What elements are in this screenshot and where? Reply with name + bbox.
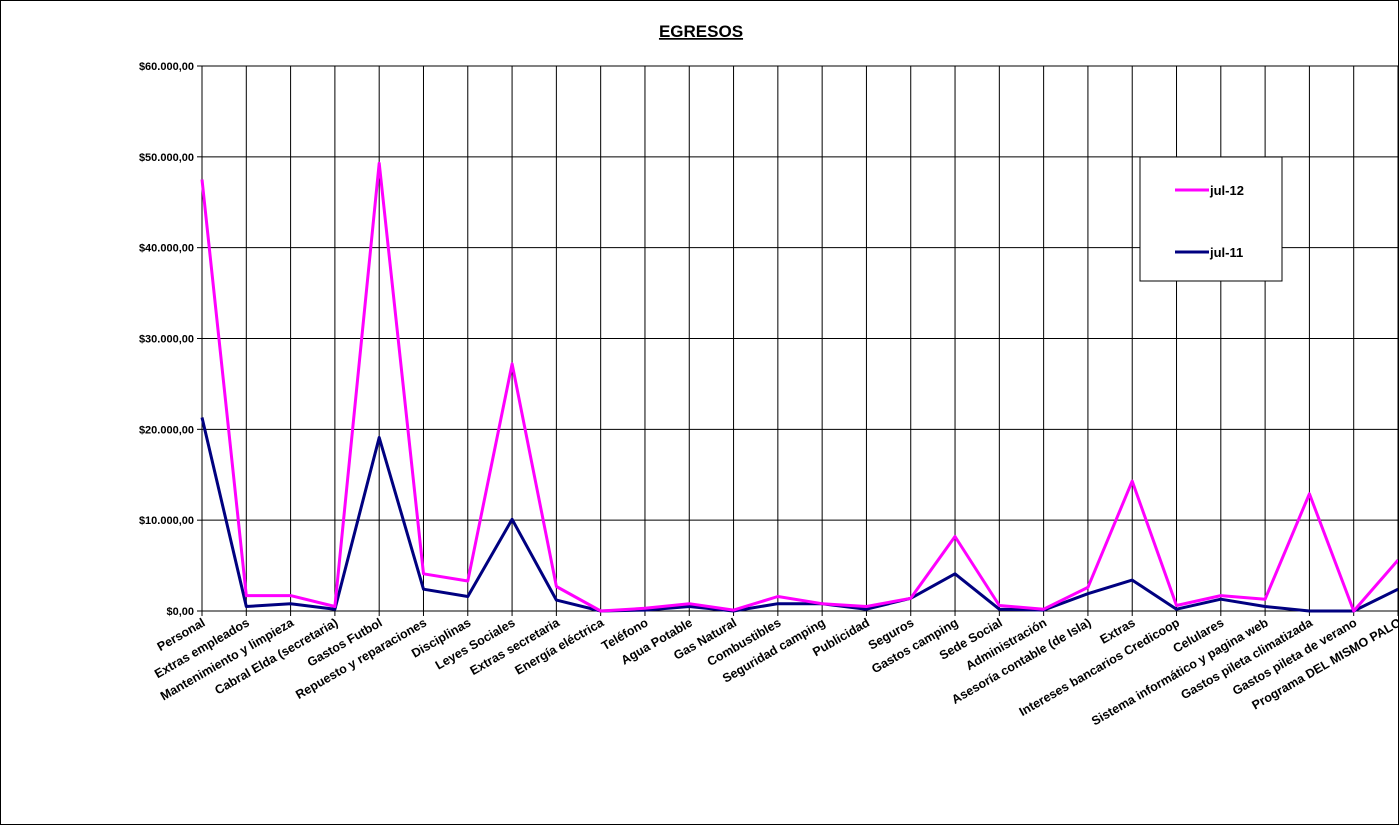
y-axis-tick-labels: $0,00 $10.000,00 $20.000,00 $30.000,00 $40.0… (139, 61, 194, 618)
y-tick-label: $60.000,00 (139, 61, 194, 73)
legend-label-jul-11: jul-11 (1209, 245, 1243, 260)
y-tick-label: $10.000,00 (139, 515, 194, 527)
series-lines (200, 161, 1398, 613)
legend: jul-12 jul-11 (1139, 156, 1283, 282)
y-tick-label: $50.000,00 (139, 152, 194, 164)
legend-box (1139, 156, 1283, 282)
y-tick-label: $30.000,00 (139, 334, 194, 346)
legend-label-jul-12: jul-12 (1209, 183, 1244, 198)
grid (197, 65, 1398, 616)
y-tick-label: $20.000,00 (139, 424, 194, 436)
chart-title: EGRESOS (659, 22, 743, 41)
series-line-jul-12 (200, 161, 1398, 613)
y-tick-label: $40.000,00 (139, 243, 194, 255)
series-line-jul-11 (200, 417, 1398, 613)
y-tick-label: $0,00 (166, 606, 194, 618)
